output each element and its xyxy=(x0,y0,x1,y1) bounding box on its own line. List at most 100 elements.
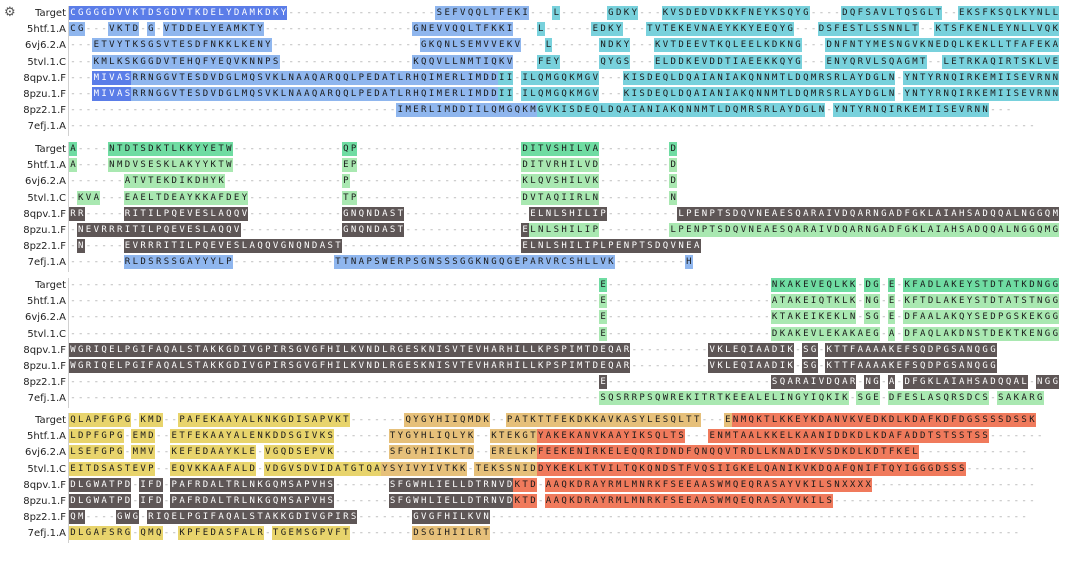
residue: - xyxy=(265,528,271,539)
residue: K xyxy=(848,326,857,341)
residue: - xyxy=(428,176,435,187)
residue: - xyxy=(545,24,552,35)
sequence-label[interactable]: 5htf.1.A xyxy=(27,160,66,172)
residue: P xyxy=(630,239,639,254)
residue: - xyxy=(101,296,107,307)
sequence-label[interactable]: 8qpv.1.F xyxy=(23,344,66,356)
sequence-label[interactable]: 6vj6.2.A xyxy=(25,447,66,459)
sequence-label[interactable]: 5tvl.1.C xyxy=(27,56,66,68)
residue: V xyxy=(115,6,124,20)
sequence-label[interactable]: 7efj.1.A xyxy=(27,121,66,133)
residue: T xyxy=(248,22,257,37)
residue: A xyxy=(872,6,880,20)
sequence-label[interactable]: Target xyxy=(35,8,66,19)
sequence-label[interactable]: 8pzu.1.F xyxy=(23,89,66,100)
residue: - xyxy=(296,160,302,171)
sequence-label[interactable]: 8qpv.1.F xyxy=(23,72,66,84)
sequence-label[interactable]: 8pz2.1.F xyxy=(23,377,66,389)
residue: A xyxy=(154,342,163,357)
residue: I xyxy=(887,103,896,118)
residue: R xyxy=(1004,54,1013,69)
gear-icon[interactable]: ⚙ xyxy=(4,5,16,20)
residue: S xyxy=(1012,413,1021,427)
residue: A xyxy=(739,54,748,69)
sequence-label[interactable]: 8qpv.1.F xyxy=(23,479,66,491)
residue: E xyxy=(973,22,982,37)
residue: - xyxy=(304,105,310,116)
residue: - xyxy=(506,512,513,523)
residue: - xyxy=(584,296,591,307)
sequence-label[interactable]: 7efj.1.A xyxy=(27,528,66,540)
sequence-label[interactable]: 6vj6.2.A xyxy=(25,40,66,52)
residue: - xyxy=(670,312,676,323)
sequence-label[interactable]: Target xyxy=(35,144,66,155)
residue: - xyxy=(966,463,973,474)
residue: S xyxy=(185,342,194,357)
residue: - xyxy=(77,312,84,323)
sequence-label[interactable]: 8pz2.1.F xyxy=(23,105,66,117)
residue: K xyxy=(482,413,491,427)
residue: - xyxy=(288,24,294,35)
residue: H xyxy=(684,255,693,270)
residue: - xyxy=(257,208,263,219)
sequence-label[interactable]: 6vj6.2.A xyxy=(25,312,66,324)
residue: - xyxy=(155,105,162,116)
residue: - xyxy=(70,225,76,235)
residue: I xyxy=(427,461,436,476)
residue: E xyxy=(599,359,607,373)
sequence-label[interactable]: 7efj.1.A xyxy=(27,257,66,269)
sequence-label[interactable]: 8qpv.1.F xyxy=(23,208,66,220)
sequence-label[interactable]: Target xyxy=(35,280,66,291)
residue: I xyxy=(123,223,132,237)
residue: T xyxy=(700,391,709,406)
residue: R xyxy=(794,375,802,390)
residue: - xyxy=(116,280,123,290)
residue: F xyxy=(497,6,506,20)
sequence-label[interactable]: Target xyxy=(35,415,66,426)
residue: - xyxy=(608,160,614,171)
residue: - xyxy=(374,447,380,458)
residue: Y xyxy=(263,38,272,53)
residue: - xyxy=(647,280,653,290)
residue: V xyxy=(240,206,249,221)
residue: Q xyxy=(560,494,568,508)
sequence-label[interactable]: 8pzu.1.F xyxy=(23,225,66,236)
residue: S xyxy=(458,38,467,53)
residue: L xyxy=(731,38,740,53)
residue: N xyxy=(107,158,116,173)
residue: - xyxy=(382,312,388,323)
residue: N xyxy=(762,87,771,101)
sequence-label[interactable]: 8pz2.1.F xyxy=(23,512,66,524)
residue: I xyxy=(809,494,818,508)
residue: - xyxy=(77,89,84,99)
residue: Q xyxy=(224,223,233,237)
sequence-label[interactable]: 5htf.1.A xyxy=(27,296,66,308)
residue: R xyxy=(146,510,155,525)
residue: D xyxy=(794,103,802,118)
residue: F xyxy=(232,526,241,541)
residue: - xyxy=(974,463,981,474)
residue: G xyxy=(279,461,288,476)
residue: - xyxy=(810,40,817,51)
residue: - xyxy=(389,280,396,290)
residue: - xyxy=(732,377,739,388)
sequence-label[interactable]: 5tvl.1.C xyxy=(27,463,66,475)
sequence-label[interactable]: 5htf.1.A xyxy=(27,24,66,36)
residue: Q xyxy=(427,54,436,69)
sequence-label[interactable]: 5tvl.1.C xyxy=(27,328,66,340)
residue: D xyxy=(76,429,85,444)
sequence-label[interactable]: 5htf.1.A xyxy=(27,431,66,443)
sequence-label[interactable]: 8pzu.1.F xyxy=(23,361,66,372)
sequence-label[interactable]: 5tvl.1.C xyxy=(27,192,66,204)
residue: E xyxy=(895,359,904,373)
residue: - xyxy=(966,121,973,132)
residue: - xyxy=(460,225,466,235)
residue: A xyxy=(295,70,303,85)
residue: - xyxy=(499,377,505,388)
sequence-label[interactable]: 8pzu.1.F xyxy=(23,496,66,507)
residue: I xyxy=(926,103,935,118)
sequence-label[interactable]: 6vj6.2.A xyxy=(25,176,66,188)
sequence-label[interactable]: 8pz2.1.F xyxy=(23,241,66,253)
sequence-label[interactable]: 7efj.1.A xyxy=(27,393,66,405)
residue: - xyxy=(265,393,271,404)
